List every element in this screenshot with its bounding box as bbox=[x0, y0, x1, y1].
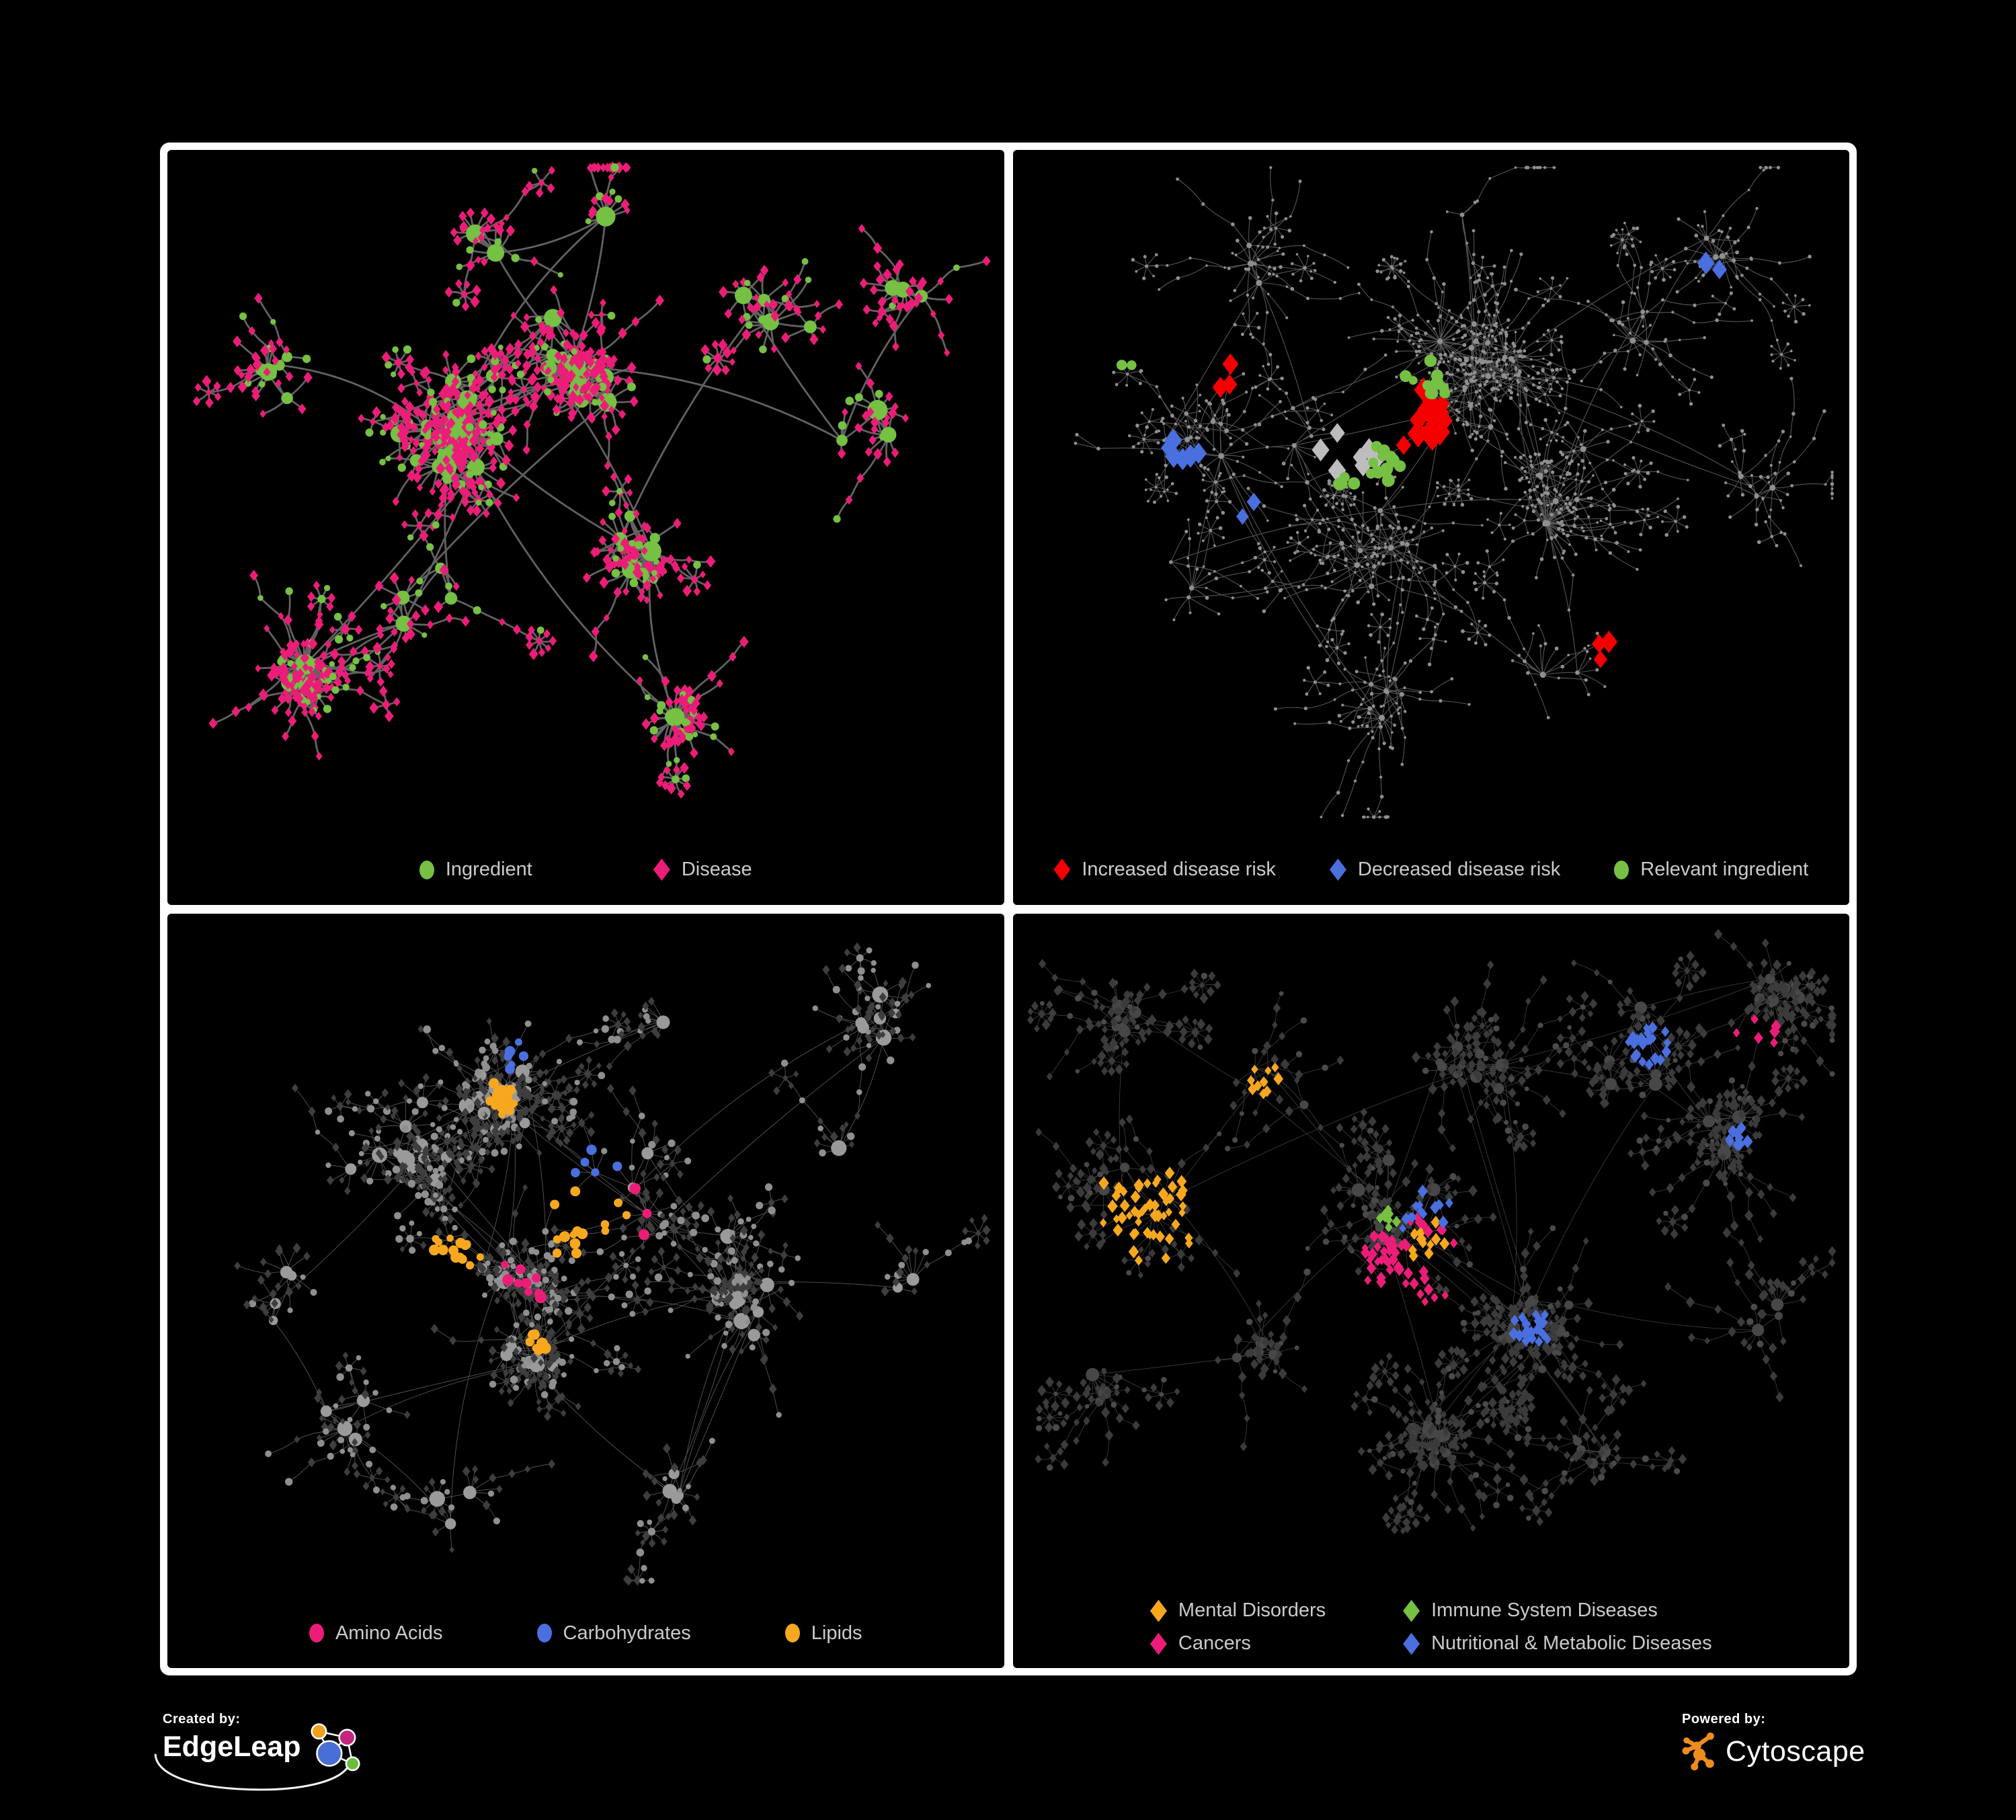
legend-label: Increased disease risk bbox=[1082, 859, 1276, 880]
carbohydrates-circle-icon bbox=[536, 1624, 552, 1643]
legend-item: Nutritional & Metabolic Diseases bbox=[1403, 1632, 1712, 1655]
legend-label: Immune System Diseases bbox=[1431, 1599, 1658, 1622]
amino-acids-circle-icon bbox=[309, 1624, 324, 1643]
legend-label: Decreased disease risk bbox=[1357, 859, 1561, 880]
network-graph-disease-classes bbox=[1026, 928, 1837, 1534]
cytoscape-branding: Powered by: Cytoscape bbox=[1682, 1712, 1865, 1772]
decreased-risk-diamond-icon bbox=[1329, 859, 1346, 881]
panel-disease-classes: Mental Disorders Immune System Diseases … bbox=[1012, 913, 1850, 1668]
legend-item: Decreased disease risk bbox=[1329, 859, 1561, 881]
legend-label: Mental Disorders bbox=[1178, 1599, 1326, 1622]
network-graph-ingredient-disease bbox=[192, 161, 991, 799]
created-by-label: Created by: bbox=[163, 1712, 241, 1727]
legend-ingredient-classes: Amino Acids Carbohydrates Lipids bbox=[167, 1598, 1004, 1668]
nutritional-metabolic-diseases-diamond-icon bbox=[1403, 1632, 1420, 1655]
cytoscape-name: Cytoscape bbox=[1726, 1735, 1865, 1768]
legend-label: Disease bbox=[681, 859, 752, 880]
legend-label: Relevant ingredient bbox=[1640, 859, 1809, 880]
legend-label: Ingredient bbox=[445, 859, 532, 880]
cytoscape-wordmark: Cytoscape bbox=[1682, 1731, 1865, 1772]
legend-label: Nutritional & Metabolic Diseases bbox=[1431, 1632, 1712, 1655]
relevant-ingredient-circle-icon bbox=[1614, 860, 1629, 879]
legend-disease-risk: Increased disease risk Decreased disease… bbox=[1013, 835, 1850, 905]
legend-item: Immune System Diseases bbox=[1403, 1599, 1711, 1622]
legend-label: Amino Acids bbox=[335, 1622, 443, 1644]
legend-item: Carbohydrates bbox=[536, 1622, 691, 1645]
edgeleap-wordmark: EdgeLeap bbox=[154, 1723, 366, 1791]
legend-disease-classes: Mental Disorders Immune System Diseases … bbox=[1013, 1587, 1850, 1668]
edgeleap-name: EdgeLeap bbox=[163, 1731, 301, 1763]
lipids-circle-icon bbox=[784, 1624, 800, 1643]
cytoscape-logo-icon bbox=[1682, 1732, 1714, 1771]
legend-item: Cancers bbox=[1150, 1632, 1326, 1655]
increased-risk-diamond-icon bbox=[1053, 859, 1071, 881]
legend-item: Increased disease risk bbox=[1053, 859, 1276, 881]
mental-disorders-diamond-icon bbox=[1150, 1599, 1167, 1622]
immune-system-diseases-diamond-icon bbox=[1403, 1599, 1420, 1622]
legend-item: Relevant ingredient bbox=[1614, 859, 1808, 881]
cancers-diamond-icon bbox=[1150, 1632, 1167, 1655]
legend-label: Carbohydrates bbox=[563, 1622, 691, 1644]
network-graph-ingredient-classes bbox=[234, 942, 991, 1585]
legend-label: Cancers bbox=[1178, 1632, 1251, 1655]
panel-disease-risk: Increased disease risk Decreased disease… bbox=[1012, 150, 1850, 905]
edgeleap-branding: Created by: EdgeLeap bbox=[154, 1712, 366, 1791]
panel-ingredient-disease: Ingredient Disease bbox=[167, 150, 1004, 905]
network-graph-disease-risk bbox=[1073, 165, 1834, 820]
disease-diamond-icon bbox=[653, 859, 670, 881]
legend-ingredient-disease: Ingredient Disease bbox=[167, 835, 1004, 905]
legend-item: Mental Disorders bbox=[1150, 1599, 1326, 1622]
legend-item: Disease bbox=[653, 859, 752, 881]
panel-ingredient-classes: Amino Acids Carbohydrates Lipids bbox=[167, 913, 1004, 1668]
legend-item: Ingredient bbox=[419, 859, 532, 881]
legend-item: Lipids bbox=[784, 1622, 862, 1645]
ingredient-circle-icon bbox=[419, 860, 434, 879]
edgeleap-logo-icon bbox=[154, 1723, 360, 1791]
legend-item: Amino Acids bbox=[309, 1622, 443, 1645]
panel-grid: Ingredient Disease Increased disease ris… bbox=[160, 143, 1857, 1675]
powered-by-label: Powered by: bbox=[1682, 1712, 1766, 1727]
legend-label: Lipids bbox=[811, 1622, 862, 1644]
